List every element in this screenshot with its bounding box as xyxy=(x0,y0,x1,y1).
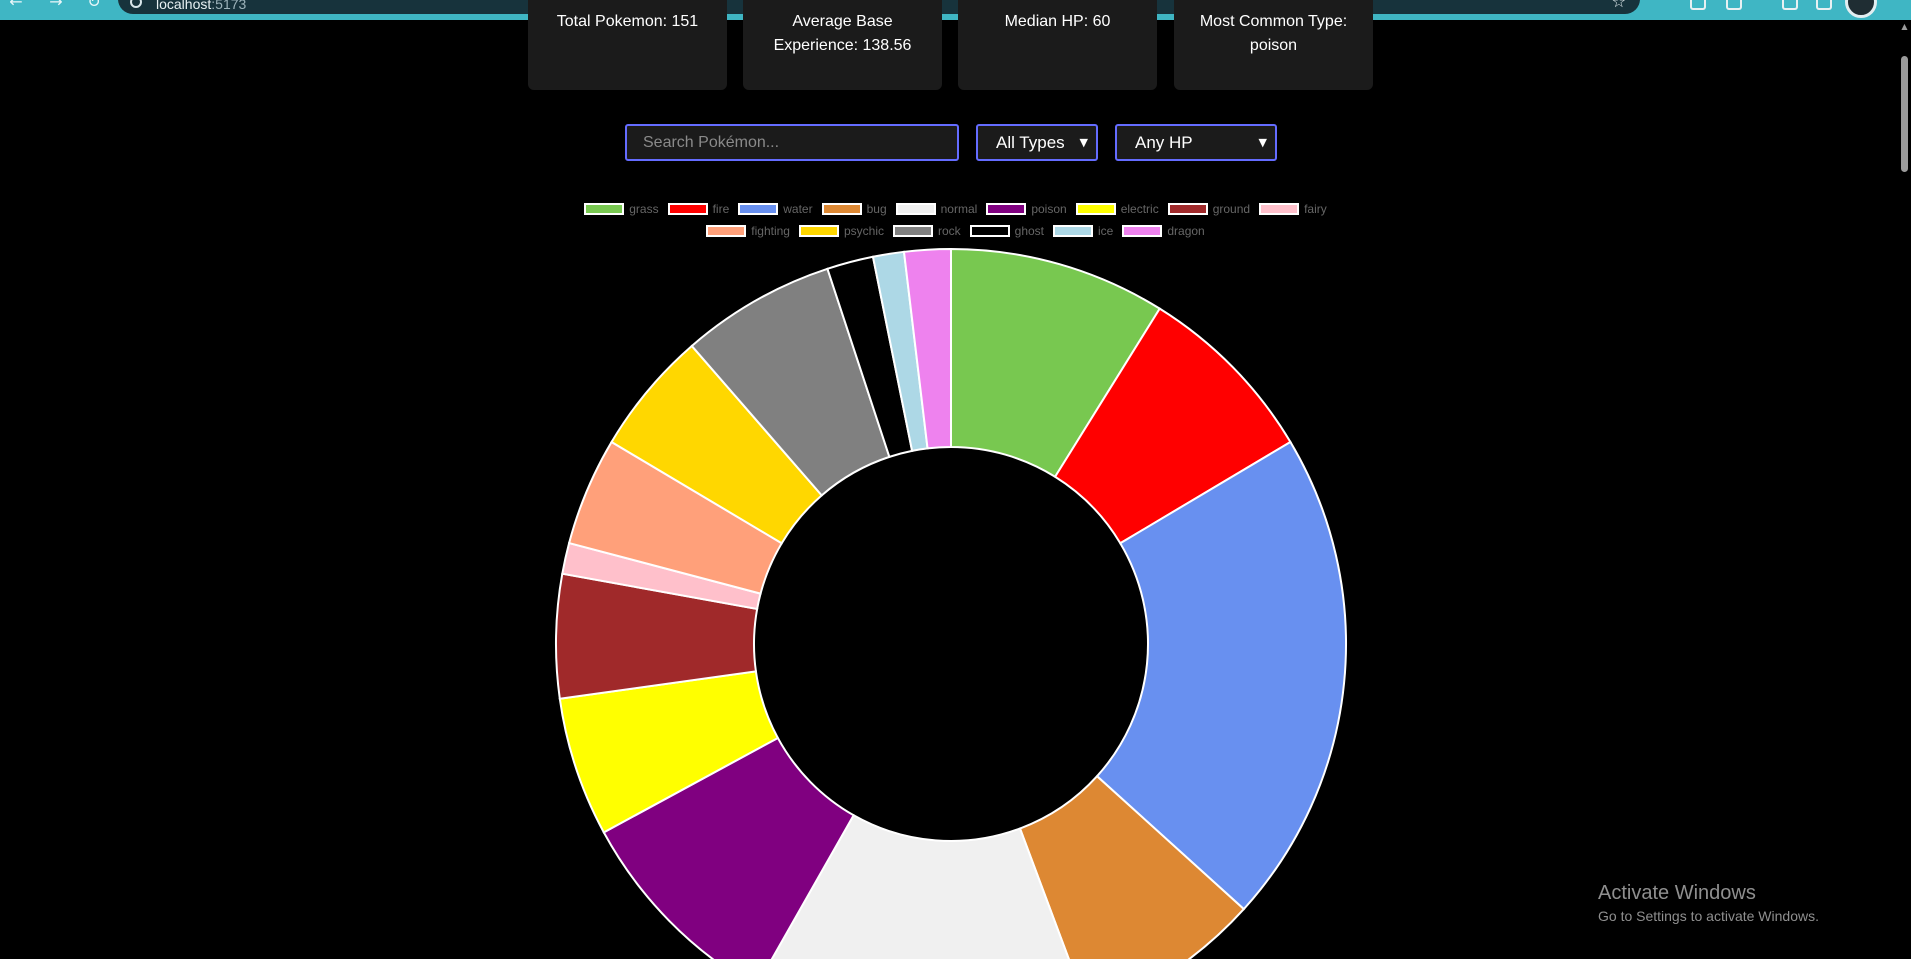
type-select[interactable]: All Types ▼ xyxy=(976,124,1098,161)
stat-card-average-exp: Average Base Experience: 138.56 xyxy=(743,0,942,90)
chart-legend-row-1: grass fire water bug normal poison electric gro… xyxy=(0,202,1911,216)
legend-swatch xyxy=(738,203,779,215)
legend-item-ice[interactable]: ice xyxy=(1053,224,1113,238)
address-url[interactable]: localhost:5173 xyxy=(156,0,246,12)
legend-swatch xyxy=(969,225,1010,237)
chevron-down-icon: ▼ xyxy=(1079,136,1088,149)
forward-arrow-icon[interactable]: → xyxy=(49,0,63,11)
stat-common-type-text: Most Common Type: poison xyxy=(1199,13,1348,54)
slice-normal[interactable] xyxy=(756,813,1090,959)
scrollbar-thumb[interactable] xyxy=(1901,56,1908,172)
url-port: :5173 xyxy=(211,0,247,12)
legend-label: fairy xyxy=(1304,202,1327,216)
legend-label: poison xyxy=(1031,202,1067,216)
legend-swatch xyxy=(895,203,936,215)
legend-label: grass xyxy=(629,202,659,216)
stat-card-median-hp: Median HP: 60 xyxy=(958,0,1157,90)
watermark-title: Activate Windows xyxy=(1598,882,1756,904)
legend-item-poison[interactable]: poison xyxy=(986,202,1067,216)
slice-bug[interactable] xyxy=(1018,774,1246,959)
legend-label: dragon xyxy=(1167,224,1205,238)
hp-select[interactable]: Any HP ▼ xyxy=(1115,124,1277,161)
legend-label: electric xyxy=(1120,202,1159,216)
legend-item-fairy[interactable]: fairy xyxy=(1259,202,1327,216)
legend-swatch xyxy=(1259,203,1300,215)
legend-label: normal xyxy=(940,202,978,216)
slice-water[interactable] xyxy=(1095,440,1347,911)
back-arrow-icon[interactable]: ← xyxy=(9,0,23,11)
chevron-down-icon: ▼ xyxy=(1258,136,1267,149)
legend-swatch xyxy=(1167,203,1208,215)
legend-item-rock[interactable]: rock xyxy=(892,224,961,238)
legend-label: water xyxy=(783,202,813,216)
downloads-icon[interactable] xyxy=(1782,0,1798,10)
stat-total-text: Total Pokemon: 151 xyxy=(556,13,699,30)
page-scrollbar[interactable]: ▲ xyxy=(1898,20,1911,959)
reload-icon[interactable]: ↻ xyxy=(87,0,101,11)
legend-swatch xyxy=(667,203,708,215)
legend-swatch xyxy=(1053,225,1094,237)
extensions-puzzle-icon[interactable] xyxy=(1726,0,1742,10)
site-info-icon[interactable] xyxy=(130,0,142,8)
legend-label: psychic xyxy=(843,224,884,238)
legend-swatch xyxy=(706,225,747,237)
legend-swatch xyxy=(1075,203,1116,215)
stat-card-common-type: Most Common Type: poison xyxy=(1174,0,1373,90)
extension-icon[interactable] xyxy=(1690,0,1706,10)
legend-label: bug xyxy=(866,202,887,216)
legend-label: ground xyxy=(1212,202,1251,216)
window-icon[interactable] xyxy=(1816,0,1832,10)
legend-item-ground[interactable]: ground xyxy=(1167,202,1251,216)
stat-card-total: Total Pokemon: 151 xyxy=(528,0,727,90)
legend-item-bug[interactable]: bug xyxy=(821,202,887,216)
legend-label: fire xyxy=(712,202,730,216)
legend-item-psychic[interactable]: psychic xyxy=(798,224,884,238)
legend-swatch xyxy=(986,203,1027,215)
legend-swatch xyxy=(798,225,839,237)
legend-item-ghost[interactable]: ghost xyxy=(969,224,1045,238)
hp-select-value: Any HP xyxy=(1135,132,1193,152)
url-host: localhost xyxy=(156,0,212,12)
legend-item-water[interactable]: water xyxy=(738,202,813,216)
search-input[interactable] xyxy=(625,124,959,161)
slice-dragon[interactable] xyxy=(902,247,952,450)
legend-item-fighting[interactable]: fighting xyxy=(706,224,790,238)
stat-average-exp-text: Average Base Experience: 138.56 xyxy=(773,13,912,54)
legend-swatch xyxy=(584,203,625,215)
scroll-up-arrow-icon[interactable]: ▲ xyxy=(1901,22,1908,31)
legend-swatch xyxy=(1122,225,1163,237)
legend-item-normal[interactable]: normal xyxy=(895,202,978,216)
legend-item-fire[interactable]: fire xyxy=(667,202,730,216)
chart-legend-row-2: fighting psychic rock ghost ice dragon xyxy=(0,224,1911,238)
stat-median-hp-text: Median HP: 60 xyxy=(1004,13,1111,30)
legend-swatch xyxy=(892,225,933,237)
legend-item-electric[interactable]: electric xyxy=(1075,202,1159,216)
legend-label: rock xyxy=(937,224,961,238)
legend-label: ice xyxy=(1098,224,1114,238)
legend-label: ghost xyxy=(1014,224,1045,238)
type-select-value: All Types xyxy=(996,132,1065,152)
legend-swatch xyxy=(821,203,862,215)
star-icon[interactable]: ☆ xyxy=(1611,0,1626,11)
watermark-subtitle: Go to Settings to activate Windows. xyxy=(1598,908,1819,924)
legend-item-dragon[interactable]: dragon xyxy=(1122,224,1205,238)
legend-item-grass[interactable]: grass xyxy=(584,202,659,216)
legend-label: fighting xyxy=(751,224,790,238)
